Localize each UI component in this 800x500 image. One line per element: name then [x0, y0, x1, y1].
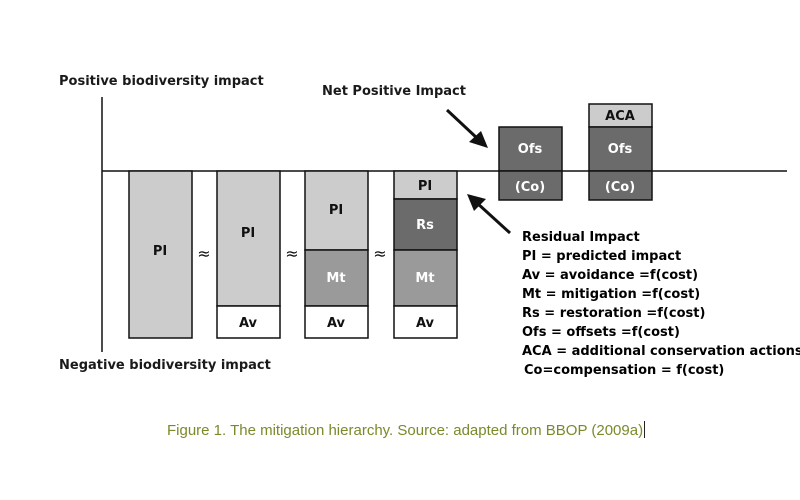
col4-rs-label: Rs [416, 218, 434, 233]
column-2: PI Av [216, 170, 281, 339]
col2-pi-label: PI [241, 226, 255, 241]
approx-symbol-3: ≈ [373, 244, 386, 263]
ofs1-co-label: (Co) [515, 180, 545, 195]
legend-title: Residual Impact [522, 230, 640, 245]
col3-mt-label: Mt [326, 271, 345, 286]
legend-line-mt: Mt = mitigation =f(cost) [522, 287, 701, 302]
approx-symbol-2: ≈ [285, 244, 298, 263]
ofs2-ofs-segment [588, 126, 653, 172]
legend-line-av: Av = avoidance =f(cost) [522, 268, 699, 283]
net-positive-impact-label: Net Positive Impact [322, 84, 466, 99]
col3-av-label: Av [327, 316, 346, 331]
col4-mt-segment [393, 249, 458, 307]
col1-pi-segment [128, 170, 193, 339]
ofs2-ofs-label: Ofs [608, 142, 633, 157]
ofs1-co-segment [498, 170, 563, 201]
ofs1-ofs-label: Ofs [518, 142, 543, 157]
negative-impact-label: Negative biodiversity impact [59, 358, 271, 373]
col1-pi-label: PI [153, 244, 167, 259]
col2-av-segment [216, 305, 281, 339]
legend-line-pi: PI = predicted impact [522, 249, 682, 264]
figure-caption-text: Figure 1. The mitigation hierarchy. Sour… [167, 422, 644, 439]
column-1: PI [128, 170, 193, 339]
col3-mt-segment [304, 249, 369, 307]
col4-mt-label: Mt [415, 271, 434, 286]
text-cursor [644, 421, 646, 438]
ofs2-co-label: (Co) [605, 180, 635, 195]
offset-box-2: ACA Ofs (Co) [588, 103, 653, 201]
ofs2-aca-label: ACA [605, 109, 635, 124]
legend-line-aca: ACA = additional conservation actions [522, 344, 800, 359]
col4-rs-segment [393, 198, 458, 251]
approx-symbol-1: ≈ [197, 244, 210, 263]
legend-line-rs: Rs = restoration =f(cost) [522, 306, 706, 321]
col4-av-segment [393, 305, 458, 339]
col4-av-label: Av [416, 316, 435, 331]
ofs2-co-segment [588, 170, 653, 201]
residual-impact-arrow [467, 194, 512, 235]
figure-caption: Figure 1. The mitigation hierarchy. Sour… [167, 421, 646, 439]
column-4: PI Rs Mt Av [393, 170, 458, 339]
legend-line-ofs: Ofs = offsets =f(cost) [522, 325, 680, 340]
col4-pi-label: PI [418, 179, 432, 194]
net-positive-arrow [445, 108, 488, 148]
col4-pi-segment [393, 170, 458, 200]
column-3: PI Mt Av [304, 170, 369, 339]
col3-pi-segment [304, 170, 369, 251]
positive-impact-label: Positive biodiversity impact [59, 74, 264, 89]
col3-av-segment [304, 305, 369, 339]
col2-av-label: Av [239, 316, 258, 331]
legend-line-co: Co=compensation = f(cost) [524, 363, 725, 378]
offset-box-1: Ofs (Co) [498, 126, 563, 201]
col3-pi-label: PI [329, 203, 343, 218]
